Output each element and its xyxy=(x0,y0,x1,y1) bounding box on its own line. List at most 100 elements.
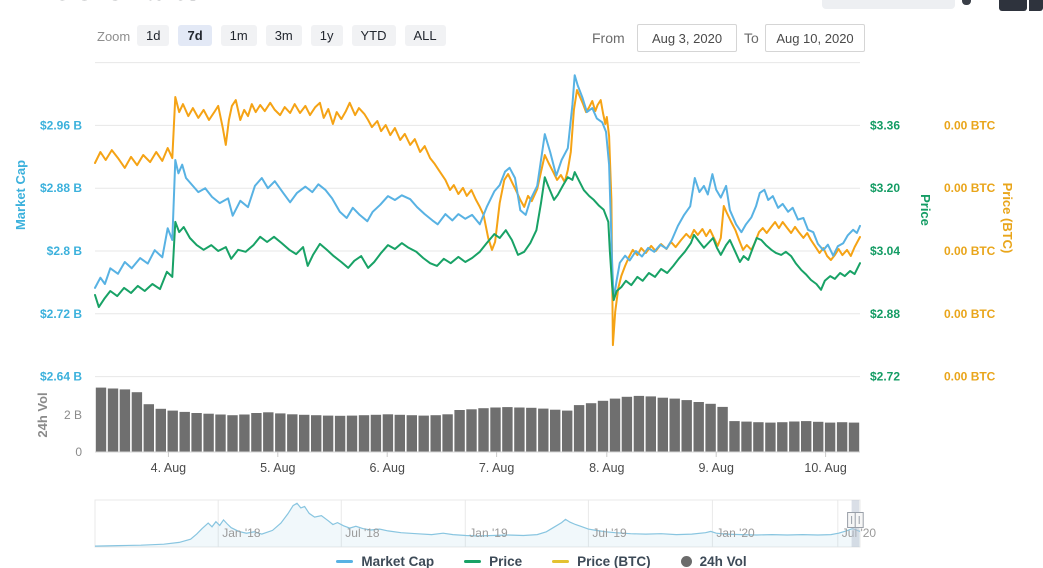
volume-bar[interactable] xyxy=(490,407,501,453)
volume-bar[interactable] xyxy=(824,422,836,452)
volume-bar[interactable] xyxy=(167,410,178,452)
cutoff-dark-button[interactable] xyxy=(999,0,1027,11)
volume-bar[interactable] xyxy=(382,414,394,452)
navigator-tick-label: Jan '19 xyxy=(469,526,508,540)
btc-tick-label: 0.00 BTC xyxy=(944,244,996,258)
marketcap-axis-title: Market Cap xyxy=(13,160,28,230)
legend-item-24h-vol[interactable]: 24h Vol xyxy=(680,554,747,568)
volume-bar[interactable] xyxy=(191,413,202,452)
volume-bar[interactable] xyxy=(311,415,322,452)
volume-bar[interactable] xyxy=(131,392,143,452)
to-date-input[interactable] xyxy=(765,24,865,52)
zoom-range-all[interactable]: ALL xyxy=(404,25,446,46)
volume-bar[interactable] xyxy=(526,407,537,452)
price-line[interactable] xyxy=(94,171,861,309)
volume-bar[interactable] xyxy=(275,413,286,452)
btc-axis-title: Price (BTC) xyxy=(1000,183,1015,254)
volume-bar[interactable] xyxy=(107,388,119,453)
volume-bar[interactable] xyxy=(430,415,441,452)
volume-bar[interactable] xyxy=(789,421,800,453)
volume-bar[interactable] xyxy=(203,413,214,452)
volume-bar[interactable] xyxy=(239,414,250,453)
marketcap-tick-label: $2.8 B xyxy=(47,244,83,258)
zoom-range-buttons: 1d 7d 1m 3m 1y YTD ALL xyxy=(137,25,446,46)
volume-bar[interactable] xyxy=(454,410,465,452)
volume-bar[interactable] xyxy=(848,422,860,452)
volume-bar[interactable] xyxy=(466,409,477,452)
volume-bar[interactable] xyxy=(609,398,621,452)
volume-bar[interactable] xyxy=(657,397,668,452)
volume-bar[interactable] xyxy=(358,415,370,452)
navigator-tick-label: Jan '20 xyxy=(716,526,755,540)
volume-bar[interactable] xyxy=(705,403,716,452)
volume-bar[interactable] xyxy=(717,406,728,452)
volume-bar[interactable] xyxy=(263,412,274,452)
volume-bar[interactable] xyxy=(299,414,310,452)
volume-bar[interactable] xyxy=(693,402,704,452)
volume-bar[interactable] xyxy=(514,407,525,453)
zoom-range-1y[interactable]: 1y xyxy=(310,25,343,46)
volume-bar[interactable] xyxy=(143,404,154,452)
volume-bar[interactable] xyxy=(322,415,334,452)
zoom-range-3m[interactable]: 3m xyxy=(265,25,302,46)
from-label: From xyxy=(592,30,625,46)
volume-bar[interactable] xyxy=(550,409,561,452)
volume-bar[interactable] xyxy=(334,415,346,452)
volume-bar[interactable] xyxy=(681,400,692,452)
volume-bar[interactable] xyxy=(729,421,740,452)
volume-bar[interactable] xyxy=(155,408,166,452)
cutoff-toolbar-icon[interactable] xyxy=(962,0,971,5)
volume-bar[interactable] xyxy=(813,421,824,452)
volume-bar[interactable] xyxy=(645,396,656,452)
volume-bar[interactable] xyxy=(287,414,298,452)
volume-bar[interactable] xyxy=(777,422,788,452)
volume-bar[interactable] xyxy=(406,415,417,452)
volume-bar[interactable] xyxy=(394,414,405,452)
volume-bar[interactable] xyxy=(801,421,812,452)
volume-bar[interactable] xyxy=(597,400,609,452)
price-tick-label: $2.88 xyxy=(870,307,900,321)
volume-bar[interactable] xyxy=(669,398,680,452)
volume-bar[interactable] xyxy=(215,414,226,453)
volume-bar[interactable] xyxy=(227,415,238,452)
volume-bar[interactable] xyxy=(633,395,645,452)
volume-bar[interactable] xyxy=(562,410,573,452)
marketcap-tick-label: $2.96 B xyxy=(40,118,82,132)
from-date-input[interactable] xyxy=(637,24,737,52)
volume-bar[interactable] xyxy=(442,414,453,452)
volume-bar[interactable] xyxy=(765,422,776,452)
volume-bar[interactable] xyxy=(573,405,585,452)
volume-bar[interactable] xyxy=(741,421,752,452)
legend-item-market-cap[interactable]: Market Cap xyxy=(336,554,434,568)
zoom-range-ytd[interactable]: YTD xyxy=(351,25,396,46)
volume-bar[interactable] xyxy=(836,422,848,452)
volume-bar[interactable] xyxy=(538,408,549,452)
price-axis-title: Price xyxy=(918,194,933,226)
volume-bar[interactable] xyxy=(251,413,262,452)
cutoff-dark-button-2[interactable] xyxy=(1029,0,1043,11)
zoom-range-7d[interactable]: 7d xyxy=(178,25,212,46)
volume-bar[interactable] xyxy=(621,396,633,452)
legend-item-price-btc-[interactable]: Price (BTC) xyxy=(552,554,651,568)
volume-bar[interactable] xyxy=(478,408,489,452)
cutoff-toolbar-pill[interactable] xyxy=(822,0,955,9)
price-btc-line[interactable] xyxy=(94,89,861,347)
volume-bar[interactable] xyxy=(95,387,107,452)
volume-bar[interactable] xyxy=(502,407,513,452)
volume-bar[interactable] xyxy=(179,411,190,452)
x-tick-label: 5. Aug xyxy=(260,461,295,475)
volume-bar[interactable] xyxy=(346,415,358,452)
volume-bar[interactable] xyxy=(585,403,597,452)
volume-bar[interactable] xyxy=(370,414,382,452)
legend-item-price[interactable]: Price xyxy=(464,554,522,568)
zoom-range-1d[interactable]: 1d xyxy=(137,25,170,46)
zoom-range-1m[interactable]: 1m xyxy=(220,25,257,46)
volume-bar[interactable] xyxy=(418,415,429,452)
legend-label: Price (BTC) xyxy=(577,554,651,568)
volume-bar[interactable] xyxy=(119,389,131,452)
volume-bar[interactable] xyxy=(753,422,764,452)
marketcap-tick-label: $2.64 B xyxy=(40,370,82,384)
page-title: EOS Charts xyxy=(30,0,202,8)
market-cap-line[interactable] xyxy=(94,74,861,301)
